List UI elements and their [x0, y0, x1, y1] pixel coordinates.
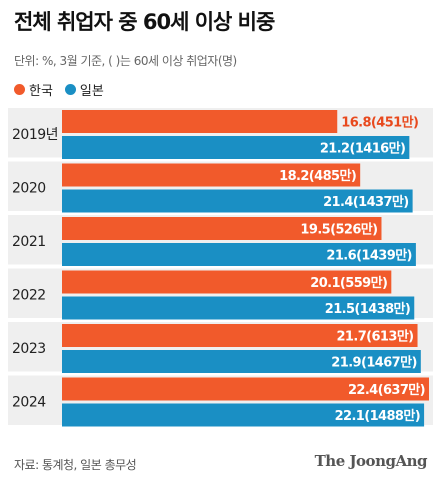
legend-label-korea: 한국 [29, 84, 53, 99]
bar-japan [62, 403, 425, 427]
bar-japan [62, 296, 415, 320]
legend-item-korea: 한국 [14, 80, 53, 99]
bar-japan [62, 136, 410, 159]
data-label-korea: 22.4(637만) [348, 382, 425, 398]
data-label-japan: 21.2(1416만) [320, 141, 406, 157]
bar-japan [62, 243, 416, 266]
category-label: 2021 [12, 234, 46, 250]
data-label-japan: 21.4(1437만) [323, 194, 409, 210]
bar-japan [62, 350, 421, 373]
data-label-japan: 21.9(1467만) [331, 355, 417, 371]
bar-korea [62, 217, 382, 240]
category-label: 2020 [12, 180, 46, 196]
source-note: 자료: 통계청, 일본 총무성 [14, 458, 137, 472]
data-label-korea: 19.5(526만) [300, 222, 377, 238]
chart-title: 전체 취업자 중 60세 이상 비중 [14, 10, 275, 34]
bar-japan [62, 189, 413, 213]
legend: 한국 일본 [14, 80, 116, 99]
data-label-japan: 22.1(1488만) [335, 408, 421, 424]
legend-label-japan: 일본 [79, 84, 104, 99]
data-label-korea: 20.1(559만) [310, 275, 387, 291]
category-label: 2023 [12, 341, 46, 357]
data-label-japan: 21.5(1438만) [325, 301, 411, 317]
data-label-korea: 21.7(613만) [336, 329, 413, 345]
bar-korea [62, 163, 361, 187]
legend-swatch-korea [14, 84, 25, 95]
data-label-korea: 16.8(451만) [341, 115, 418, 131]
data-label-japan: 21.6(1439만) [326, 248, 412, 264]
chart-subtitle: 단위: %, 3월 기준, ( )는 60세 이상 취업자(명) [14, 54, 237, 68]
legend-swatch-japan [64, 84, 76, 95]
category-label: 2022 [12, 287, 46, 303]
data-label-korea: 18.2(485만) [279, 168, 356, 184]
bar-korea [62, 324, 418, 347]
bar-korea [62, 110, 338, 133]
bar-korea [62, 377, 429, 401]
bar-korea [62, 270, 392, 294]
category-label: 2024 [12, 394, 46, 410]
brand-logo: The JoongAng [314, 452, 428, 470]
category-label: 2019년 [12, 127, 58, 143]
legend-item-japan: 일본 [64, 80, 104, 99]
